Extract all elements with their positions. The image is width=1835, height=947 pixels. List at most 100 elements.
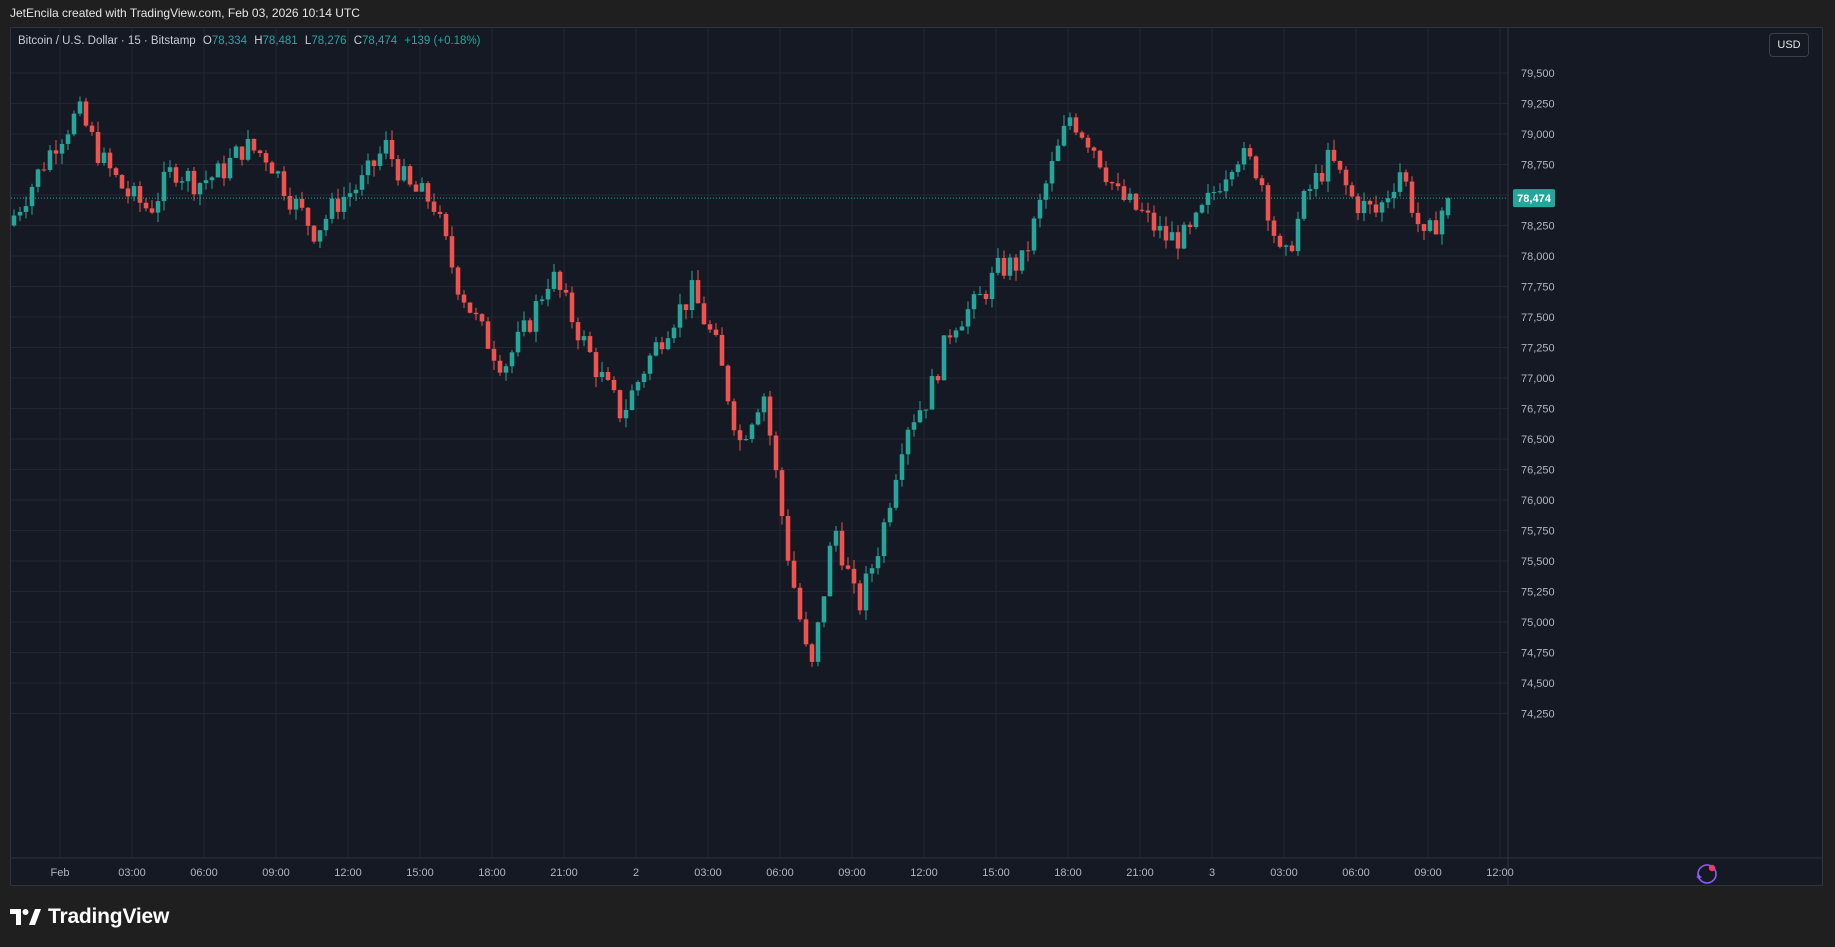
candle-body: [485, 321, 491, 349]
x-tick-label: 3: [1209, 867, 1215, 879]
x-tick-label: 15:00: [982, 867, 1010, 879]
candle-body: [143, 202, 149, 209]
x-tick-label: 12:00: [910, 867, 938, 879]
candle-body: [977, 293, 983, 295]
candle-body: [1361, 200, 1367, 214]
candle-body: [173, 167, 179, 183]
candle-body: [1391, 191, 1397, 199]
candle-body: [1157, 226, 1163, 231]
candle-body: [1331, 149, 1337, 161]
candle-body: [1379, 202, 1385, 213]
candle-body: [287, 195, 293, 210]
candle-body: [1169, 232, 1175, 241]
candle-body: [863, 573, 869, 611]
low-value: 78,276: [311, 35, 347, 47]
candle-body: [305, 207, 311, 226]
candle-body: [629, 390, 635, 410]
candle-body: [203, 180, 209, 184]
candle-body: [419, 183, 425, 192]
y-tick-label: 74,750: [1521, 648, 1555, 660]
candle-body: [407, 166, 413, 185]
candle-body: [1271, 220, 1277, 236]
low-label: L: [304, 35, 312, 47]
y-tick-label: 76,000: [1521, 495, 1555, 507]
candle-body: [1007, 257, 1013, 276]
candle-body: [359, 175, 365, 190]
candle-body: [347, 193, 353, 197]
candle-body: [1343, 169, 1349, 186]
candle-body: [659, 342, 665, 350]
candle-body: [947, 335, 953, 338]
x-tick-label: 06:00: [766, 867, 794, 879]
currency-button[interactable]: USD: [1769, 33, 1809, 57]
candle-body: [1397, 172, 1403, 192]
x-tick-label: 12:00: [1486, 867, 1514, 879]
candle-body: [719, 334, 725, 366]
candlestick-chart[interactable]: 79,50079,25079,00078,75078,50078,25078,0…: [11, 28, 1822, 885]
candle-body: [557, 271, 563, 290]
candle-body: [473, 312, 479, 315]
candle-body: [89, 125, 95, 132]
candle-body: [1247, 148, 1253, 157]
candle-body: [701, 303, 707, 325]
candle-body: [71, 113, 77, 135]
candle-body: [533, 301, 539, 332]
candle-body: [1019, 250, 1025, 271]
symbol-name[interactable]: Bitcoin / U.S. Dollar · 15 · Bitstamp: [18, 35, 196, 47]
candle-body: [1253, 156, 1259, 179]
candle-body: [587, 336, 593, 353]
candle-body: [833, 530, 839, 546]
candle-body: [1049, 160, 1055, 184]
y-tick-label: 74,500: [1521, 678, 1555, 690]
candle-body: [1079, 132, 1085, 138]
candle-body: [809, 644, 815, 662]
y-tick-label: 77,250: [1521, 343, 1555, 355]
candle-body: [743, 439, 749, 441]
candle-body: [281, 171, 287, 196]
open-label: O: [202, 35, 212, 47]
brand-logo[interactable]: TradingView: [10, 905, 169, 929]
open-value: 78,334: [211, 35, 248, 47]
candle-body: [1421, 224, 1427, 231]
candle-body: [1355, 196, 1361, 214]
candle-body: [767, 396, 773, 436]
candle-body: [1265, 185, 1271, 221]
candle-body: [185, 170, 191, 182]
candle-body: [1295, 218, 1301, 252]
chart-panel[interactable]: 79,50079,25079,00078,75078,50078,25078,0…: [10, 27, 1823, 886]
candle-body: [827, 545, 833, 597]
candle-body: [647, 355, 653, 374]
candle-body: [23, 206, 29, 212]
y-tick-label: 79,500: [1521, 68, 1555, 80]
candle-body: [191, 170, 197, 195]
y-tick-label: 78,000: [1521, 251, 1555, 263]
candle-body: [1415, 212, 1421, 225]
y-tick-label: 74,250: [1521, 709, 1555, 721]
y-tick-label: 78,250: [1521, 221, 1555, 233]
candle-body: [983, 293, 989, 300]
candle-body: [1145, 210, 1151, 213]
candle-body: [911, 422, 917, 430]
candle-body: [1367, 200, 1373, 205]
candle-body: [755, 412, 761, 425]
candle-body: [965, 309, 971, 327]
candle-body: [365, 160, 371, 176]
candle-body: [617, 390, 623, 419]
candle-body: [1337, 160, 1343, 170]
candle-body: [269, 162, 275, 174]
candle-body: [17, 211, 23, 216]
candle-body: [635, 382, 641, 391]
candle-body: [605, 372, 611, 380]
candle-body: [1085, 137, 1091, 148]
candle-body: [131, 186, 137, 197]
candle-body: [377, 153, 383, 166]
candle-body: [785, 516, 791, 561]
brand-name: TradingView: [48, 905, 170, 928]
candle-body: [1283, 245, 1289, 247]
candle-body: [59, 143, 65, 154]
candle-body: [1385, 198, 1391, 203]
spark-assistant-icon[interactable]: [1693, 861, 1719, 887]
candle-body: [923, 409, 929, 411]
candle-body: [395, 159, 401, 181]
top-credit: JetEncila created with TradingView.com, …: [10, 6, 360, 20]
